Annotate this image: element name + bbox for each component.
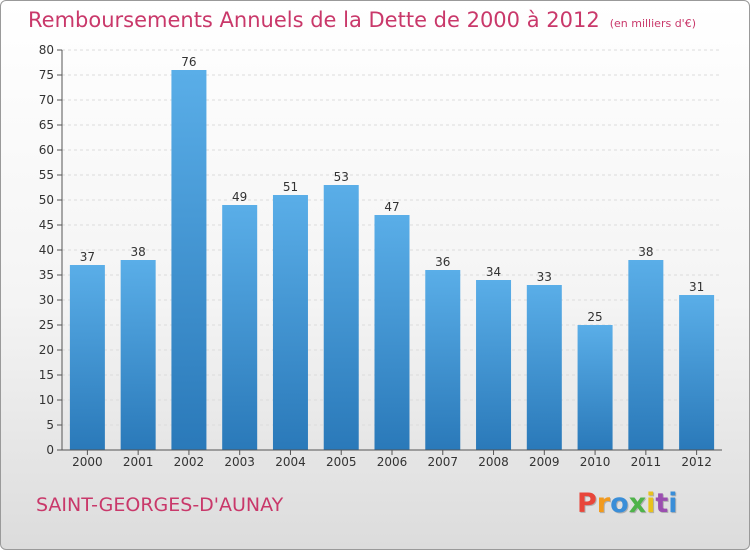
y-tick-label: 75: [39, 68, 54, 82]
bar: [577, 325, 613, 450]
bar-value-label: 33: [537, 270, 552, 284]
y-tick-label: 80: [39, 43, 54, 57]
bar-value-label: 47: [384, 200, 399, 214]
y-tick-label: 60: [39, 143, 54, 157]
x-tick-label: 2010: [580, 455, 611, 469]
x-tick-label: 2006: [377, 455, 408, 469]
chart-title: Remboursements Annuels de la Dette de 20…: [28, 8, 696, 32]
y-tick-label: 35: [39, 268, 54, 282]
bar: [526, 285, 562, 450]
bar: [323, 185, 359, 450]
bar-value-label: 51: [283, 180, 298, 194]
bar: [222, 205, 258, 450]
bar-value-label: 34: [486, 265, 501, 279]
bar-value-label: 31: [689, 280, 704, 294]
x-tick-label: 2000: [72, 455, 103, 469]
x-tick-label: 2002: [174, 455, 205, 469]
brand-letter: x: [628, 488, 647, 519]
y-tick-label: 5: [46, 418, 54, 432]
brand-letter: t: [655, 488, 669, 519]
bar-value-label: 38: [638, 245, 653, 259]
bar: [476, 280, 512, 450]
y-tick-label: 55: [39, 168, 54, 182]
bars: 37 38 76 49 51 53 47 36 34 33 25 38 31: [69, 55, 715, 450]
y-tick-label: 15: [39, 368, 54, 382]
bar-value-label: 38: [131, 245, 146, 259]
bar-value-label: 49: [232, 190, 247, 204]
y-axis: 0 5 10 15 20 25 30 35 40 45 50 55 60 65 70 75 80: [39, 43, 63, 457]
x-axis: 2000 2001 2002 2003 2004 2005 2006 2007 2008 2009…: [62, 449, 722, 469]
x-tick-label: 2001: [123, 455, 154, 469]
x-tick-label: 2009: [529, 455, 560, 469]
y-tick-label: 40: [39, 243, 54, 257]
bar: [628, 260, 664, 450]
brand-letter: i: [668, 488, 678, 519]
brand-letter: r: [596, 488, 611, 519]
y-tick-label: 65: [39, 118, 54, 132]
proxiti-logo: Proxiti: [577, 488, 678, 519]
bar: [374, 215, 410, 450]
x-tick-label: 2012: [681, 455, 712, 469]
y-tick-label: 50: [39, 193, 54, 207]
bar: [425, 270, 461, 450]
chart-title-text: Remboursements Annuels de la Dette de 20…: [28, 8, 600, 32]
x-tick-label: 2004: [275, 455, 306, 469]
y-tick-label: 20: [39, 343, 54, 357]
y-tick-label: 0: [46, 443, 54, 457]
chart-unit: (en milliers d'€): [609, 17, 696, 30]
x-tick-label: 2008: [478, 455, 509, 469]
bar: [679, 295, 715, 450]
city-name: SAINT-GEORGES-D'AUNAY: [36, 494, 284, 516]
bar-value-label: 25: [587, 310, 602, 324]
brand-letter: i: [646, 488, 656, 519]
x-tick-label: 2003: [224, 455, 255, 469]
bar-value-label: 37: [80, 250, 95, 264]
y-tick-label: 30: [39, 293, 54, 307]
y-tick-label: 25: [39, 318, 54, 332]
y-tick-label: 70: [39, 93, 54, 107]
x-tick-label: 2005: [326, 455, 357, 469]
bar: [272, 195, 308, 450]
bar: [69, 265, 105, 450]
x-tick-label: 2007: [427, 455, 458, 469]
brand-letter: P: [577, 488, 597, 519]
brand-letter: o: [610, 488, 629, 519]
y-tick-label: 10: [39, 393, 54, 407]
x-tick-label: 2011: [631, 455, 662, 469]
bar: [171, 70, 207, 450]
bar: [120, 260, 156, 450]
bar-value-label: 53: [334, 170, 349, 184]
bar-value-label: 36: [435, 255, 450, 269]
y-tick-label: 45: [39, 218, 54, 232]
bar-value-label: 76: [181, 55, 196, 69]
